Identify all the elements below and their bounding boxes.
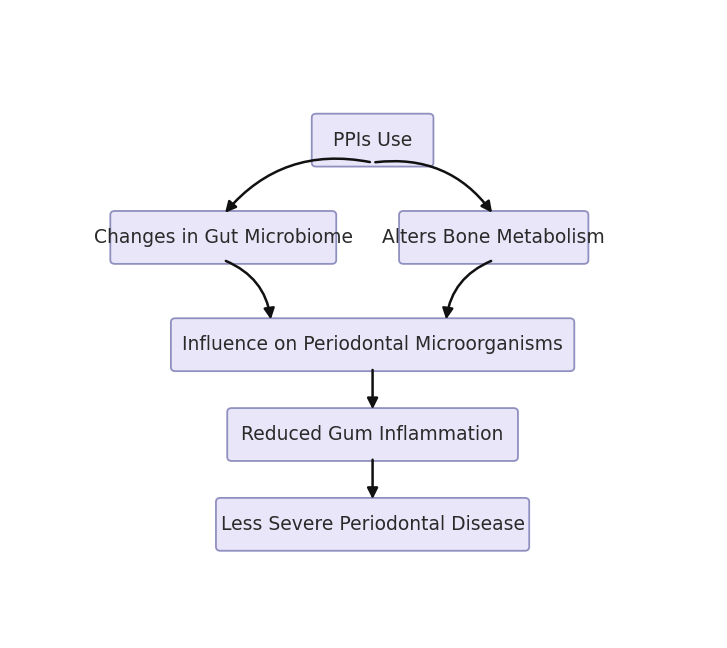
Text: Changes in Gut Microbiome: Changes in Gut Microbiome: [94, 228, 353, 247]
Text: Less Severe Periodontal Disease: Less Severe Periodontal Disease: [220, 515, 525, 534]
FancyBboxPatch shape: [111, 211, 337, 264]
FancyBboxPatch shape: [312, 113, 433, 167]
FancyBboxPatch shape: [228, 408, 518, 461]
Text: Reduced Gum Inflammation: Reduced Gum Inflammation: [241, 425, 504, 444]
Text: Alters Bone Metabolism: Alters Bone Metabolism: [382, 228, 605, 247]
FancyBboxPatch shape: [171, 318, 574, 371]
Text: Influence on Periodontal Microorganisms: Influence on Periodontal Microorganisms: [182, 335, 563, 354]
FancyBboxPatch shape: [216, 498, 529, 551]
FancyBboxPatch shape: [399, 211, 588, 264]
Text: PPIs Use: PPIs Use: [333, 131, 412, 150]
